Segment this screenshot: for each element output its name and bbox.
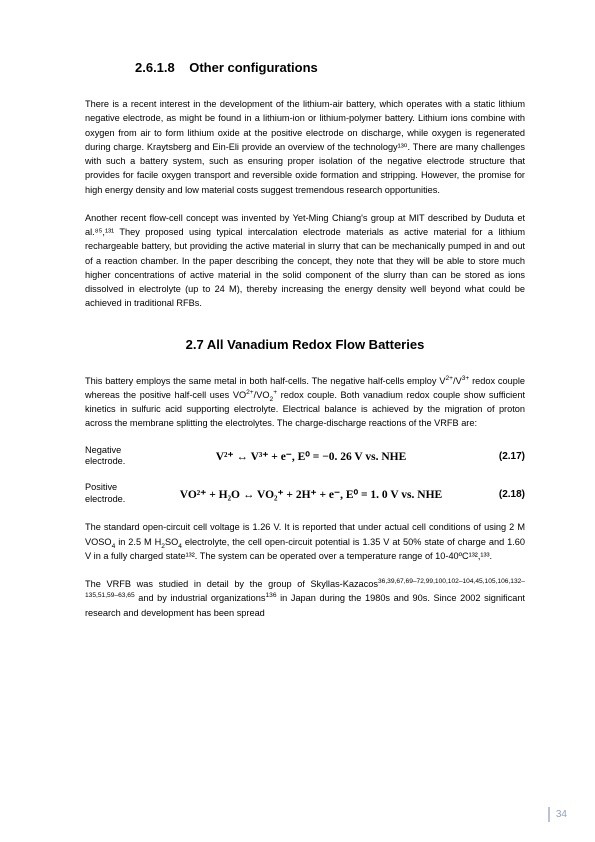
paragraph: This battery employs the same metal in b…	[85, 374, 525, 431]
equation-label: Negative electrode.	[85, 445, 147, 469]
equation-number: (2.17)	[475, 451, 525, 462]
equation-row: Positive electrode. VO²⁺ + H₂O ↔ VO₂⁺ + …	[85, 482, 525, 506]
subsection-title: Other configurations	[189, 60, 318, 75]
equation-label: Positive electrode.	[85, 482, 147, 506]
equation-body: VO²⁺ + H₂O ↔ VO₂⁺ + 2H⁺ + e⁻, E⁰ = 1. 0 …	[147, 487, 475, 501]
text-fragment: This battery employs the same metal in b…	[85, 376, 445, 386]
paragraph: There is a recent interest in the develo…	[85, 97, 525, 197]
section-number: 2.7	[186, 337, 204, 352]
page-number: 34	[556, 807, 573, 822]
paragraph: Another recent flow-cell concept was inv…	[85, 211, 525, 311]
footer-divider	[548, 807, 550, 822]
text-fragment: SO	[165, 537, 178, 547]
subsection-number: 2.6.1.8	[135, 60, 175, 75]
text-fragment: and by industrial organizations	[135, 593, 266, 603]
text-fragment: in 2.5 M H	[115, 537, 161, 547]
page-container: 2.6.1.8 Other configurations There is a …	[0, 0, 595, 842]
equation-row: Negative electrode. V²⁺ ↔ V³⁺ + e⁻, E⁰ =…	[85, 445, 525, 469]
paragraph: The standard open-circuit cell voltage i…	[85, 520, 525, 563]
page-footer: 34	[548, 807, 573, 822]
section-heading: 2.7 All Vanadium Redox Flow Batteries	[85, 337, 525, 352]
paragraph: The VRFB was studied in detail by the gr…	[85, 577, 525, 620]
equation-number: (2.18)	[475, 489, 525, 500]
equation-body: V²⁺ ↔ V³⁺ + e⁻, E⁰ = −0. 26 V vs. NHE	[147, 449, 475, 463]
text-fragment: The VRFB was studied in detail by the gr…	[85, 579, 378, 589]
section-title: All Vanadium Redox Flow Batteries	[207, 337, 424, 352]
subsection-heading: 2.6.1.8 Other configurations	[135, 60, 525, 75]
citation-refs: 136	[265, 592, 276, 599]
